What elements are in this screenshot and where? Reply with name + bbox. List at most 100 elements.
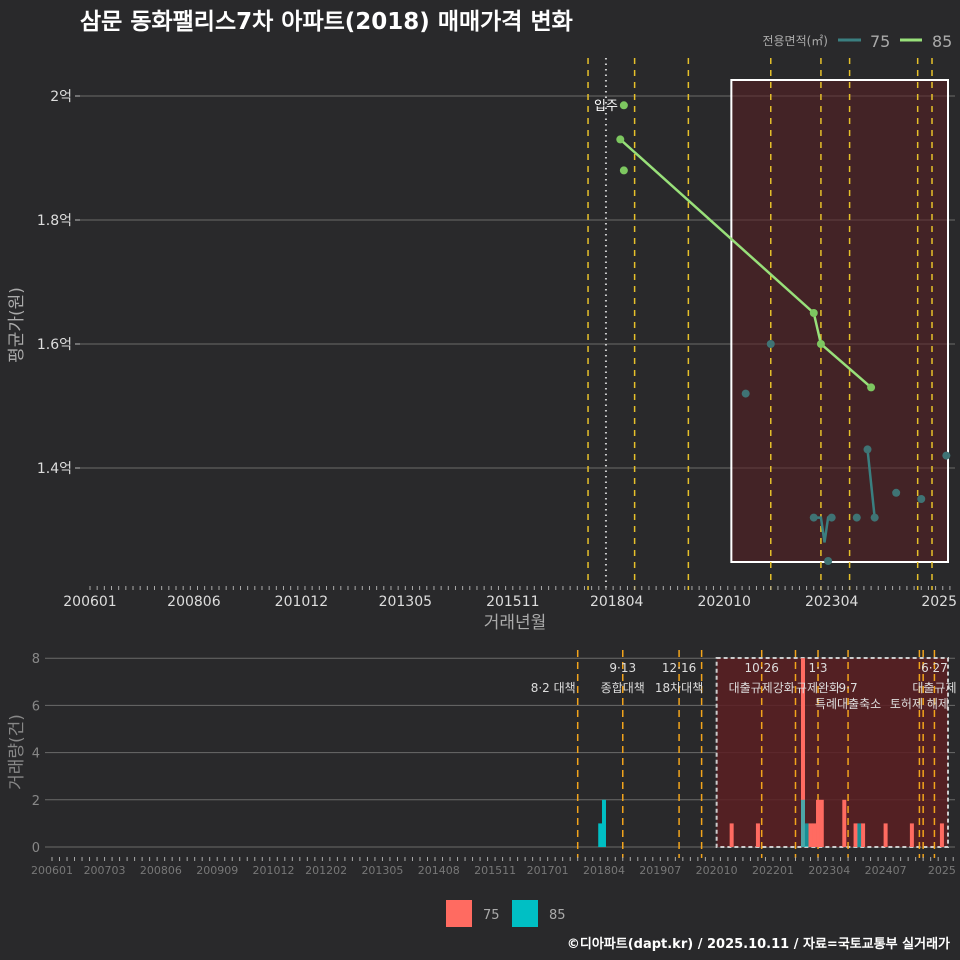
legend-title: 전용면적(㎡) — [762, 34, 828, 48]
volume-chart: 0 2 4 6 8 8·2 대책 9·13 종합대책 12·16 18차대책 10·26 대출규제강화… — [7, 650, 957, 927]
x-tick-label: 201701 — [527, 864, 569, 877]
highlight-zone — [730, 79, 949, 563]
data-point-75 — [766, 340, 775, 348]
bar-85 — [598, 823, 603, 847]
movein-label: 입주 — [594, 99, 618, 114]
y-axis-label: 거래량(건) — [7, 714, 27, 790]
chart-title: 삼문 동화팰리스7차 아파트(2018) 매매가격 변화 — [80, 9, 573, 35]
x-tick-label: 201012 — [275, 594, 328, 610]
y-tick-label: 0 — [32, 841, 40, 856]
bar-75 — [729, 823, 734, 847]
data-point-85 — [619, 101, 628, 110]
data-point-85 — [619, 166, 628, 175]
policy-annotation: 18차대책 — [655, 680, 703, 695]
bar-75 — [861, 823, 866, 847]
y-tick-label: 1.6억 — [37, 337, 72, 353]
series-line-75 — [866, 449, 876, 518]
legend-key-75 — [446, 900, 472, 927]
x-tick-label: 200806 — [167, 594, 221, 610]
legend-label-85: 85 — [932, 32, 952, 51]
bar-75 — [755, 823, 760, 847]
data-point-75 — [863, 445, 872, 454]
data-point-75 — [852, 513, 861, 522]
bar-75 — [816, 799, 821, 847]
x-tick-label: 201202 — [305, 864, 347, 877]
bar-85 — [804, 823, 809, 847]
policy-annotation: 특례대출축소 — [815, 697, 881, 711]
x-tick-label: 201511 — [486, 594, 539, 610]
bar-75 — [808, 823, 813, 847]
policy-annotation: 6·27 — [921, 661, 948, 675]
x-tick-label: 200601 — [63, 594, 116, 610]
y-tick-label: 1.4억 — [37, 461, 72, 477]
x-tick-label: 202201 — [752, 864, 794, 877]
data-point-75 — [809, 513, 818, 522]
x-axis-label: 거래년월 — [484, 613, 547, 633]
bar-85 — [857, 823, 862, 847]
price-chart: 2억 1.8억 1.6억 1.4억 입주 200601 200806 201012 201305… — [7, 32, 957, 633]
x-tick-label: 202304 — [808, 864, 850, 877]
data-point-85 — [616, 135, 625, 144]
bar-75 — [909, 823, 914, 847]
x-tick-label: 200703 — [84, 864, 126, 877]
bar-75 — [939, 823, 944, 847]
data-point-85 — [809, 309, 818, 317]
y-tick-label: 6 — [32, 699, 40, 714]
highlight-zone — [715, 657, 950, 848]
bar-75 — [801, 658, 805, 847]
legend-label-75: 75 — [870, 32, 890, 51]
policy-annotation: 규제완화 — [796, 681, 840, 695]
bar-75 — [819, 799, 824, 847]
series-line-85 — [619, 138, 872, 389]
y-tick-label: 8 — [32, 652, 40, 667]
x-tick-label: 201305 — [379, 594, 432, 610]
policy-annotation: 종합대책 — [601, 680, 645, 695]
data-point-75 — [741, 389, 750, 398]
y-axis-label: 평균가(원) — [7, 287, 27, 363]
x-tick-label: 200909 — [196, 864, 238, 877]
x-tick-label: 202010 — [697, 594, 750, 610]
x-tick-label: 2025 — [921, 594, 957, 610]
data-point-75 — [827, 513, 836, 522]
legend-key-85 — [512, 900, 538, 927]
data-point-75 — [942, 451, 951, 460]
x-tick-label: 201804 — [583, 864, 625, 877]
x-tick-label: 201305 — [361, 864, 403, 877]
policy-annotation: 대출규제 — [912, 681, 956, 695]
y-tick-label: 2억 — [50, 89, 72, 105]
data-point-85 — [867, 383, 876, 392]
data-point-75 — [892, 488, 901, 497]
data-point-75 — [870, 513, 879, 522]
policy-annotation: 8·2 대책 — [531, 680, 576, 695]
x-tick-label: 202304 — [805, 594, 859, 610]
policy-annotation: 12·16 — [662, 661, 696, 675]
y-tick-label: 1.8억 — [37, 213, 72, 229]
bar-75 — [853, 823, 858, 847]
legend-label-75: 75 — [483, 908, 500, 923]
data-point-85 — [816, 340, 825, 348]
x-tick-label: 201804 — [590, 594, 644, 610]
bar-75 — [812, 823, 817, 847]
policy-annotation: 9·7 — [839, 681, 858, 695]
x-tick-label: 201012 — [253, 864, 295, 877]
x-tick-label: 202010 — [696, 864, 738, 877]
legend-label-85: 85 — [549, 908, 566, 923]
y-tick-label: 4 — [32, 747, 40, 762]
x-tick-label: 2025 — [928, 864, 956, 877]
bar-75 — [883, 823, 888, 847]
bar-85 — [801, 799, 805, 847]
y-tick-label: 2 — [32, 794, 40, 809]
policy-annotation: 대출규제강화 — [729, 681, 795, 695]
x-tick-label: 202407 — [865, 864, 907, 877]
footer-credit: ©디아파트(dapt.kr) / 2025.10.11 / 자료=국토교통부 실… — [567, 936, 950, 952]
x-tick-label: 200601 — [31, 864, 73, 877]
x-tick-label: 201511 — [474, 864, 516, 877]
policy-annotation: 토허제 해제 — [890, 697, 949, 711]
x-tick-label: 200806 — [140, 864, 182, 877]
x-tick-label: 201408 — [418, 864, 460, 877]
policy-annotation: 10·26 — [745, 661, 779, 675]
bar-75 — [842, 799, 847, 847]
x-tick-label: 201907 — [639, 864, 681, 877]
policy-annotation: 9·13 — [609, 661, 636, 675]
